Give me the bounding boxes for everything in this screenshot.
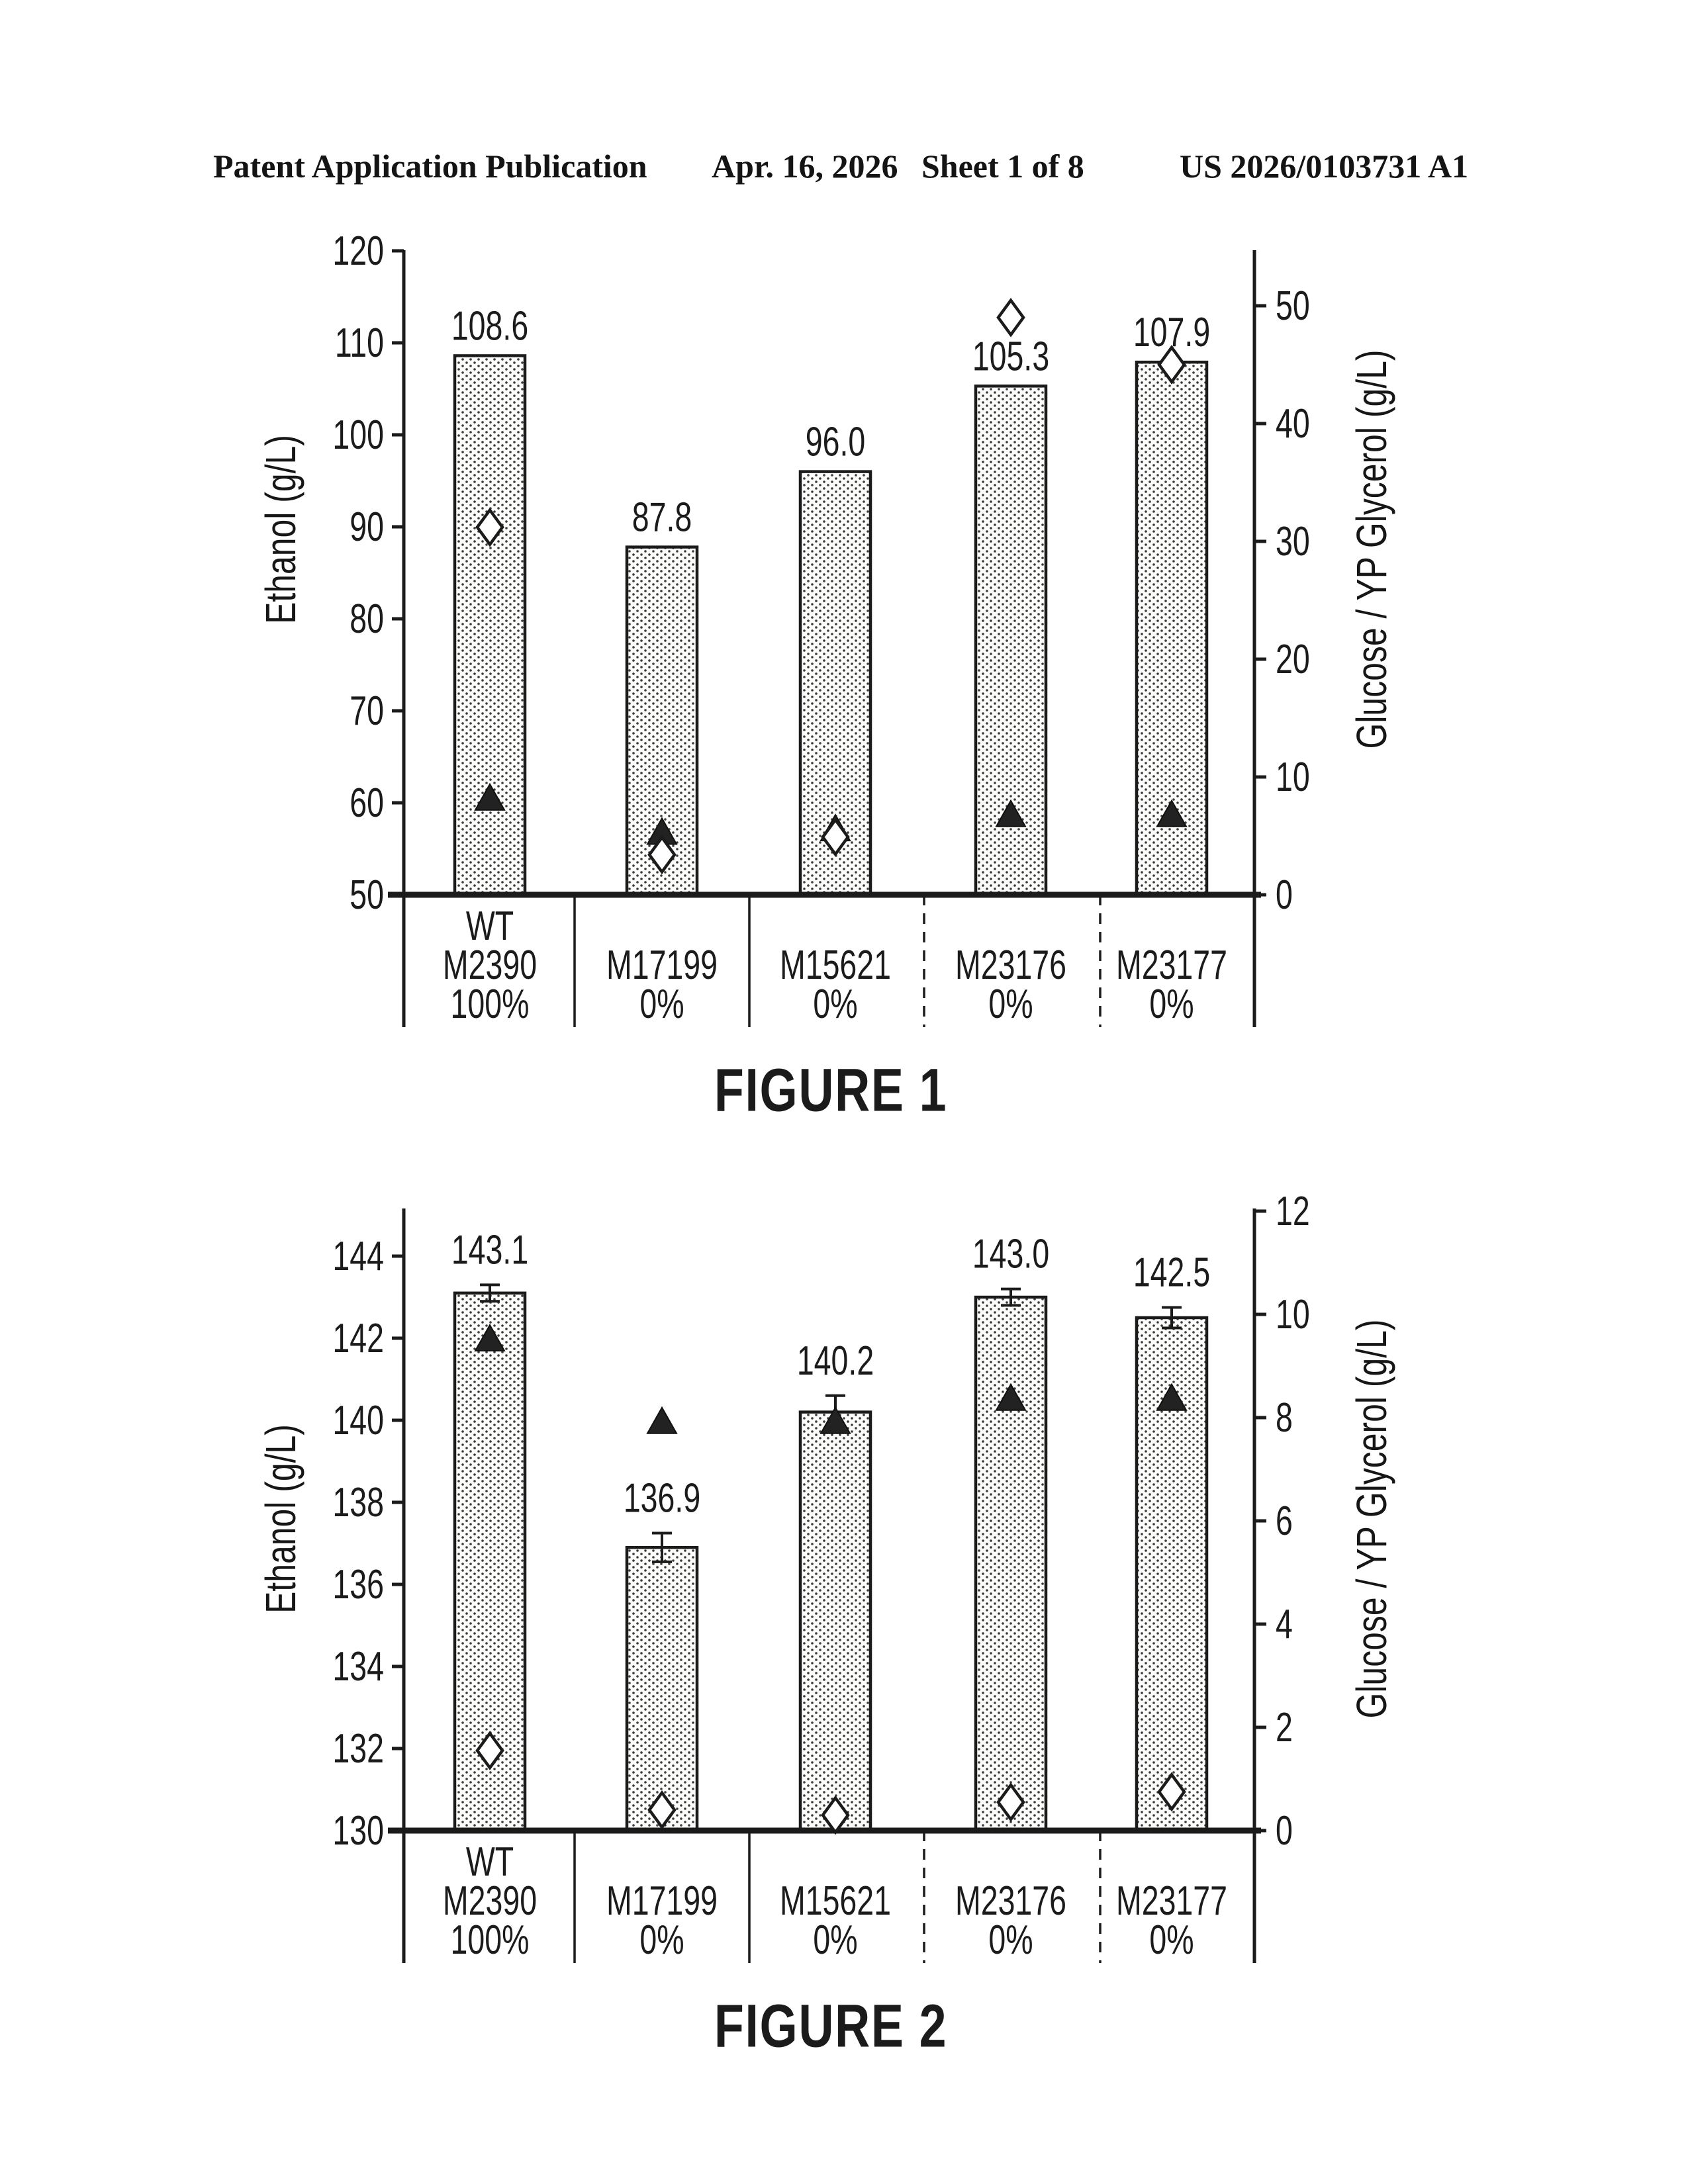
left-axis-tick-label: 142 bbox=[332, 1314, 384, 1361]
diamond-marker bbox=[647, 835, 677, 875]
left-axis-tick-label: 138 bbox=[332, 1479, 384, 1525]
right-axis-tick-label: 4 bbox=[1276, 1600, 1293, 1647]
category-label: M2390 bbox=[443, 1877, 537, 1923]
diamond-marker bbox=[475, 1731, 504, 1770]
right-axis-tick-label: 0 bbox=[1276, 871, 1293, 917]
right-axis-tick-label: 20 bbox=[1276, 635, 1310, 682]
right-axis-tick-label: 0 bbox=[1276, 1807, 1293, 1853]
bar-value-label: 87.8 bbox=[632, 494, 692, 540]
header-publication: Patent Application Publication bbox=[213, 148, 647, 185]
right-axis-tick-label: 12 bbox=[1276, 1187, 1310, 1234]
right-axis-tick-label: 8 bbox=[1276, 1394, 1293, 1440]
bar bbox=[625, 1545, 699, 1833]
figure-1-plot: 108.687.896.0105.3107.950607080901001101… bbox=[332, 227, 1310, 1027]
right-axis-tick-label: 10 bbox=[1276, 1291, 1310, 1337]
right-axis-tick-label: 50 bbox=[1276, 282, 1310, 328]
bar-value-label: 142.5 bbox=[1133, 1249, 1210, 1295]
bar bbox=[453, 354, 527, 897]
category-label: 0% bbox=[813, 1916, 857, 1962]
category-label: M17199 bbox=[606, 1877, 718, 1923]
left-axis-tick-label: 130 bbox=[332, 1807, 384, 1853]
bar-value-label: 143.1 bbox=[451, 1226, 528, 1273]
category-label: 0% bbox=[1149, 1916, 1194, 1962]
category-label: M15621 bbox=[780, 1877, 891, 1923]
category-label: 0% bbox=[639, 1916, 684, 1962]
category-label: 0% bbox=[988, 980, 1033, 1026]
header-sheet-number: Sheet 1 of 8 bbox=[921, 148, 1084, 185]
triangle-marker bbox=[474, 782, 506, 811]
left-axis-tick-label: 120 bbox=[332, 227, 384, 273]
left-axis-tick-label: 144 bbox=[332, 1232, 384, 1279]
category-label: 100% bbox=[451, 980, 530, 1026]
left-axis-tick-label: 80 bbox=[350, 595, 384, 641]
category-label: M23177 bbox=[1116, 1877, 1227, 1923]
left-axis-tick-label: 140 bbox=[332, 1396, 384, 1443]
figure-2-left-axis-title: Ethanol (g/L) bbox=[257, 1424, 305, 1614]
bar-value-label: 143.0 bbox=[972, 1230, 1049, 1277]
left-axis-tick-label: 136 bbox=[332, 1561, 384, 1607]
bar-value-label: 105.3 bbox=[972, 333, 1049, 379]
bar-value-label: 140.2 bbox=[797, 1337, 874, 1383]
diamond-marker bbox=[996, 1782, 1025, 1822]
bar-value-label: 136.9 bbox=[624, 1475, 700, 1521]
triangle-marker bbox=[995, 799, 1027, 827]
figure-2-plot: 143.1 136.9 140.2 143.0 142.5 130 132 134 136 138… bbox=[332, 1187, 1310, 1963]
diamond-marker bbox=[475, 507, 504, 547]
right-axis-tick-label: 40 bbox=[1276, 400, 1310, 446]
figure-1-left-axis-title: Ethanol (g/L) bbox=[257, 435, 305, 624]
figure-1-right-axis-title: Glucose / YP Glycerol (g/L) bbox=[1348, 349, 1395, 749]
category-label: M15621 bbox=[780, 941, 891, 987]
figure-2-right-axis-title: Glucose / YP Glycerol (g/L) bbox=[1348, 1319, 1395, 1719]
header-date: Apr. 16, 2026 bbox=[712, 148, 898, 185]
bar-value-label: 96.0 bbox=[806, 418, 866, 465]
diamond-marker bbox=[647, 1790, 677, 1830]
category-label: 100% bbox=[451, 1916, 530, 1962]
diamond-marker bbox=[1157, 345, 1186, 385]
bar bbox=[798, 1410, 872, 1833]
left-axis-tick-label: 50 bbox=[350, 871, 384, 917]
figure-1-caption: FIGURE 1 bbox=[714, 1056, 948, 1124]
triangle-marker bbox=[646, 1406, 678, 1434]
diamond-marker bbox=[996, 297, 1025, 338]
right-axis-tick-label: 10 bbox=[1276, 753, 1310, 799]
category-label: 0% bbox=[988, 1916, 1033, 1962]
diamond-marker bbox=[821, 1795, 850, 1835]
left-axis-tick-label: 134 bbox=[332, 1643, 384, 1689]
category-label: M23177 bbox=[1116, 941, 1227, 987]
category-label: WT bbox=[466, 1838, 514, 1884]
right-axis-tick-label: 6 bbox=[1276, 1497, 1293, 1543]
category-label: 0% bbox=[1149, 980, 1194, 1026]
category-label: M23176 bbox=[955, 1877, 1066, 1923]
bar bbox=[974, 1295, 1048, 1833]
header-patent-number: US 2026/0103731 A1 bbox=[1180, 148, 1469, 185]
triangle-marker bbox=[474, 1323, 506, 1351]
diamond-marker bbox=[821, 817, 850, 857]
category-label: M23176 bbox=[955, 941, 1066, 987]
bar-value-label: 108.6 bbox=[451, 302, 528, 349]
diamond-marker bbox=[1157, 1772, 1186, 1812]
right-axis-tick-label: 30 bbox=[1276, 518, 1310, 564]
category-label: 0% bbox=[813, 980, 857, 1026]
left-axis-tick-label: 100 bbox=[332, 411, 384, 457]
triangle-marker bbox=[1156, 799, 1188, 827]
right-axis-tick-label: 2 bbox=[1276, 1704, 1293, 1750]
triangle-marker bbox=[1156, 1383, 1188, 1411]
category-label: M2390 bbox=[443, 941, 537, 987]
figure-2-caption: FIGURE 2 bbox=[714, 1992, 948, 2060]
left-axis-tick-label: 70 bbox=[350, 687, 384, 733]
left-axis-tick-label: 60 bbox=[350, 779, 384, 825]
left-axis-tick-label: 90 bbox=[350, 503, 384, 549]
triangle-marker bbox=[820, 1406, 851, 1434]
left-axis-tick-label: 132 bbox=[332, 1725, 384, 1771]
left-axis-tick-label: 110 bbox=[335, 319, 384, 365]
triangle-marker bbox=[995, 1383, 1027, 1411]
category-label: 0% bbox=[639, 980, 684, 1026]
category-label: M17199 bbox=[606, 941, 718, 987]
category-label: WT bbox=[466, 902, 514, 948]
